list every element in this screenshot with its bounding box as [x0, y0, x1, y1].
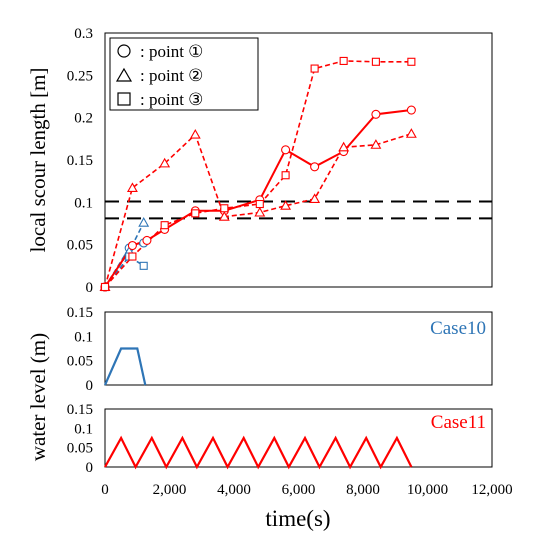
reference-lines [105, 200, 492, 220]
marker-case11-triangle-8 [338, 141, 350, 152]
series-case10-circle-line [104, 242, 144, 288]
water-y-axis-title: water level (m) [26, 333, 50, 461]
case10-water-line [103, 347, 147, 386]
marker-case11-triangle-4 [218, 211, 230, 221]
legend-triangle-marker [115, 67, 133, 82]
x-tick-label: 2,000 [153, 482, 187, 498]
case11-plot-frame [104, 408, 493, 468]
x-tick-label: 4,000 [217, 482, 251, 498]
case10-y-tick-label: 0.15 [67, 305, 93, 321]
marker-case11-circle-11 [406, 105, 416, 115]
marker-case11-square-7 [310, 64, 319, 73]
case11-y-tick-label: 0.1 [74, 421, 93, 437]
marker-case11-triangle-5 [254, 206, 266, 217]
x-tick-label: 12,000 [471, 482, 512, 498]
marker-case11-circle-1 [127, 240, 137, 251]
marker-case11-triangle-2 [159, 157, 171, 168]
marker-case11-square-8 [339, 56, 348, 65]
marker-case11-square-2 [160, 221, 169, 230]
x-tick-label: 10,000 [407, 482, 448, 498]
marker-case11-triangle-7 [309, 193, 321, 203]
legend-label-point-3: : point ③ [140, 90, 203, 109]
x-axis-title: time(s) [265, 506, 330, 531]
marker-case11-square-1 [128, 252, 137, 261]
marker-case11-square-0 [100, 282, 110, 292]
marker-case11-circle-8 [310, 162, 320, 172]
scour-y-tick-label: 0.25 [67, 68, 93, 84]
marker-case11-triangle-6 [280, 200, 292, 210]
legend-label-point-2: : point ② [140, 66, 203, 85]
marker-case11-circle-7 [281, 145, 291, 155]
marker-case11-circle-10 [371, 109, 381, 119]
marker-case10-triangle-2 [138, 217, 150, 227]
marker-case11-triangle-9 [370, 139, 382, 149]
case11-water-line [104, 435, 413, 470]
marker-case11-square-3 [191, 209, 200, 218]
series-case10-square-line [104, 255, 145, 288]
water-level-layer [103, 347, 413, 470]
scour-y-tick-label: 0.1 [74, 195, 93, 211]
legend-label-point-1: : point ① [140, 42, 203, 61]
x-tick-label: 6,000 [282, 482, 316, 498]
case10-y-tick-label: 0 [86, 378, 94, 394]
scour-markers-layer [99, 56, 417, 292]
scour-y-tick-label: 0.05 [67, 238, 93, 254]
marker-case11-square-10 [407, 57, 416, 66]
x-tick-label: 8,000 [346, 482, 380, 498]
legend-box [109, 37, 259, 111]
case11-y-tick-label: 0.15 [67, 402, 93, 418]
marker-case11-triangle-3 [189, 128, 201, 139]
scour-y-tick-label: 0.15 [67, 153, 93, 169]
marker-case11-square-9 [371, 57, 380, 66]
case11-label: Case11 [431, 412, 486, 433]
marker-case11-triangle-10 [405, 128, 417, 138]
marker-case11-square-4 [220, 204, 229, 213]
scour-y-tick-label: 0 [86, 280, 94, 296]
scour-y-tick-label: 0.3 [74, 26, 93, 42]
scour-y-axis-title: local scour length [m] [26, 68, 50, 253]
marker-case11-square-5 [255, 199, 264, 209]
case10-plot-frame [104, 311, 493, 386]
marker-case10-square-2 [139, 261, 148, 270]
scour-y-tick-label: 0.2 [74, 111, 93, 127]
marker-case11-circle-2 [142, 235, 152, 245]
marker-case11-square-6 [281, 171, 290, 180]
case10-y-tick-label: 0.1 [74, 329, 93, 345]
case10-label: Case10 [430, 318, 486, 339]
case11-y-tick-label: 0 [86, 460, 94, 476]
marker-case11-triangle-1 [126, 182, 138, 192]
case11-y-tick-label: 0.05 [67, 441, 93, 457]
case10-y-tick-label: 0.05 [67, 354, 93, 370]
tick-labels-layer: 0 0.05 0.1 0.15 0.2 0.25 0.3 0 0.05 0.1 0.15 0 0.05 0… [67, 26, 513, 498]
legend-circle-marker [117, 44, 131, 58]
scour-plot-frame [104, 32, 493, 288]
x-tick-label: 0 [101, 482, 109, 498]
legend: : point ① : point ② : point ③ [109, 37, 259, 111]
legend-square-marker [117, 92, 131, 106]
